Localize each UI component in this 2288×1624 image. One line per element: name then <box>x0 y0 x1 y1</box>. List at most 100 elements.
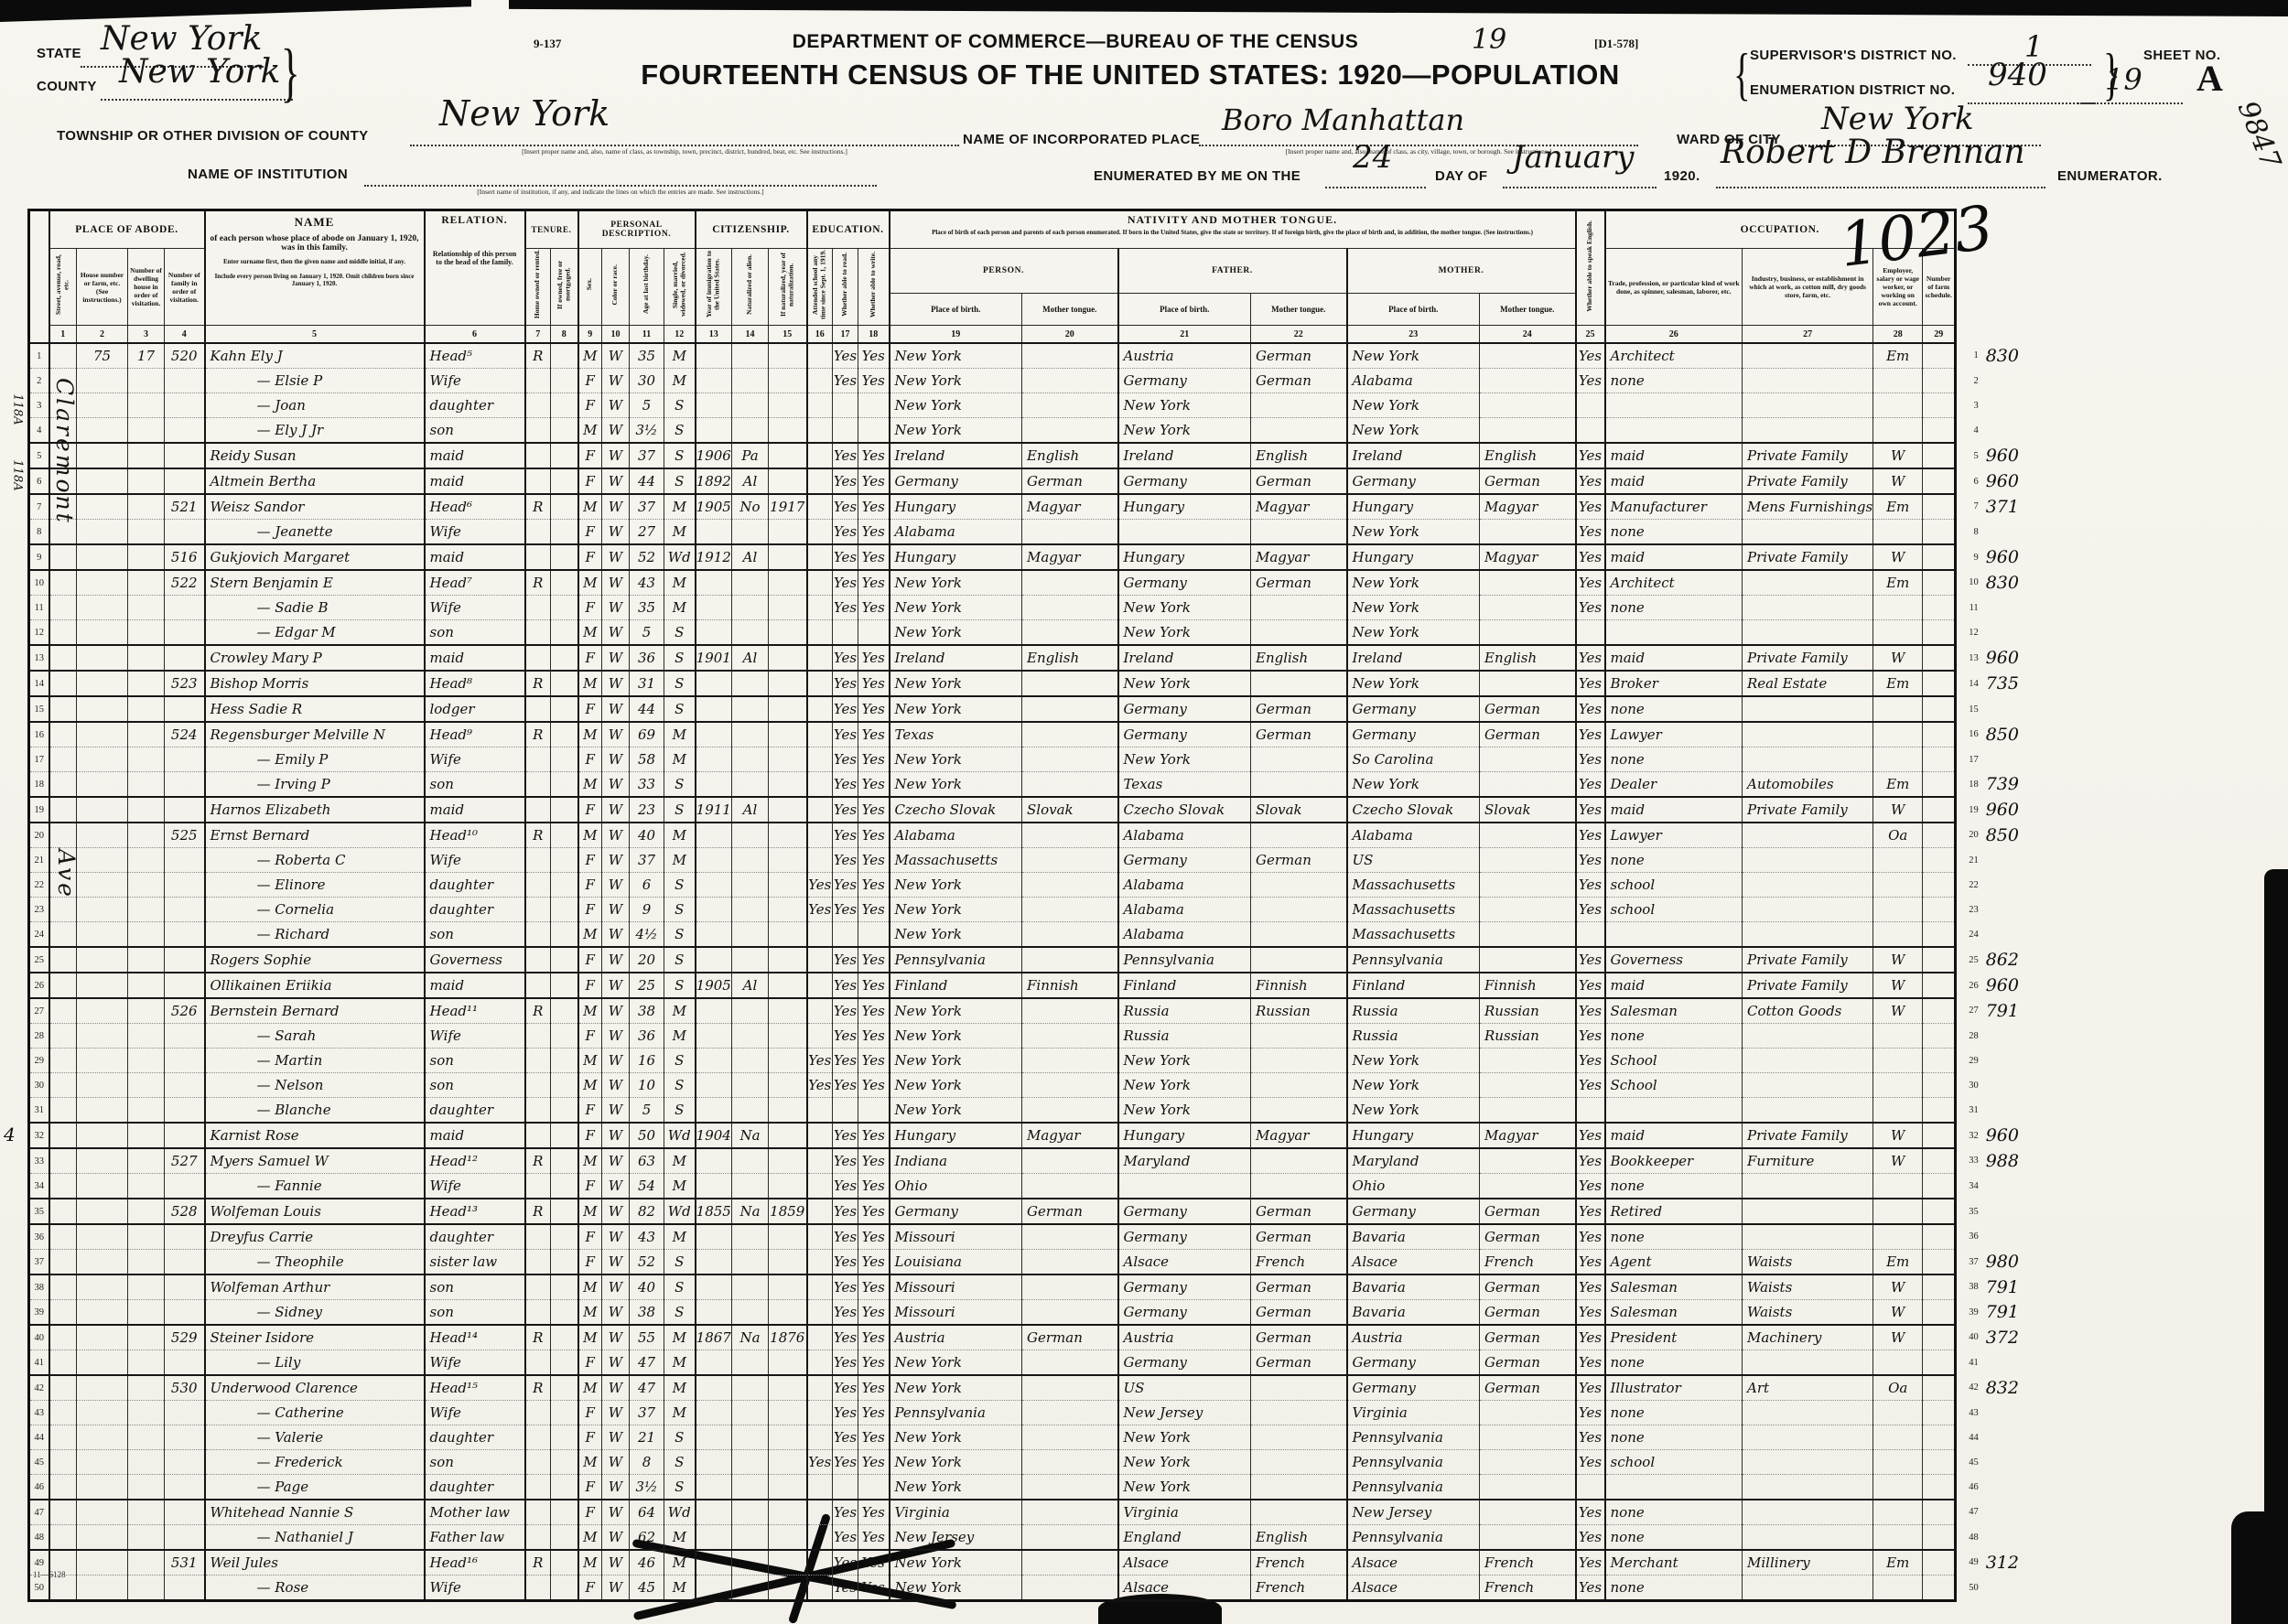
census-row: 41— Lily Wife F W 47 M Yes Yes New York Germany Ge… <box>27 1350 2032 1375</box>
cell-own <box>524 1249 551 1274</box>
cell-street <box>49 1350 77 1375</box>
cell-ind <box>1741 595 1874 620</box>
cell-num <box>1981 1401 2032 1425</box>
cell-natyr <box>768 822 808 848</box>
cell-house <box>76 1499 128 1525</box>
cell-ln1: 16 <box>27 721 50 747</box>
cell-fam <box>164 1350 206 1375</box>
cell-nat <box>731 1023 769 1049</box>
state-value: New York <box>101 20 263 58</box>
cell-num: 988 <box>1985 1150 2019 1171</box>
cell-mar: S <box>664 1425 696 1450</box>
census-row: 3— Joan daughter F W 5 S New York New York New Y… <box>27 393 2032 418</box>
cell-ind <box>1741 847 1874 873</box>
cell-ft <box>1250 595 1348 620</box>
cell-house <box>76 997 128 1024</box>
cell-pb: New York <box>889 897 1022 922</box>
cell-ft: Magyar <box>1250 1122 1348 1148</box>
column-able-to-read: Whether able to read. <box>832 248 858 326</box>
cell-nat <box>731 1400 769 1425</box>
cell-num <box>1981 1199 2032 1224</box>
cell-mt <box>1479 771 1577 797</box>
census-row: 33 527 Myers Samuel W Head¹² R M W 63 M Yes Yes Ind… <box>27 1147 2032 1174</box>
cell-pt <box>1021 1350 1119 1375</box>
cell-mar: M <box>664 1173 696 1199</box>
form-number: 9-137 <box>534 37 562 50</box>
cell-read: Yes <box>832 1147 858 1174</box>
cell-ind <box>1741 897 1874 922</box>
cell-pb: Ohio <box>889 1173 1022 1199</box>
cell-dw <box>127 822 165 848</box>
cell-sch <box>806 1549 833 1576</box>
cell-mt <box>1479 1474 1577 1500</box>
cell-occ: none <box>1604 747 1743 772</box>
cell-pt <box>1021 1274 1119 1300</box>
cell-occ: none <box>1604 368 1743 393</box>
cell-rel: daughter <box>424 1223 526 1250</box>
cell-nat <box>731 519 769 544</box>
cell-age: 45 <box>629 1575 664 1602</box>
cell-mb: Alabama <box>1346 822 1480 848</box>
cell-ft: French <box>1250 1549 1348 1576</box>
cell-ft <box>1250 771 1348 797</box>
department-title: DEPARTMENT OF COMMERCE—BUREAU OF THE CEN… <box>792 31 1359 52</box>
ward-label: WARD OF CITY <box>1677 132 1781 147</box>
day-of-label: DAY OF <box>1435 168 1488 184</box>
cell-read: Yes <box>832 519 858 544</box>
cell-race: W <box>601 1575 630 1602</box>
census-row: 9 516 Gukjovich Margaret maid F W 52 Wd 1912 Al Ye… <box>27 543 2032 570</box>
cell-sch <box>806 368 833 393</box>
cell-farm <box>1922 695 1958 722</box>
cell-farm <box>1922 1223 1958 1250</box>
column-house-number: House number or farm, etc. (See instruct… <box>76 248 128 326</box>
cell-house <box>76 595 128 620</box>
cell-name: — Sarah <box>204 1023 426 1049</box>
cell-farm <box>1922 1274 1958 1300</box>
cell-street <box>49 1072 77 1098</box>
cell-fam <box>164 695 206 722</box>
cell-ln2: 50 <box>1969 1583 1979 1593</box>
cell-ln2: 1 <box>1973 350 1979 361</box>
cell-natyr <box>768 417 808 443</box>
cell-mb: New York <box>1346 569 1480 596</box>
cell-rel: son <box>424 1449 526 1475</box>
cell-farm <box>1922 872 1958 898</box>
cell-street <box>49 1249 77 1274</box>
column-number: 26 <box>1604 325 1743 344</box>
cell-dw <box>127 1072 165 1098</box>
plate-code: [D1-578] <box>1594 37 1639 50</box>
cell-imm <box>695 1575 732 1602</box>
cell-race: W <box>601 1374 630 1401</box>
cell-ln2: 21 <box>1969 855 1979 866</box>
cell-emp: W <box>1872 644 1924 671</box>
cell-ft <box>1250 1425 1348 1450</box>
cell-house <box>76 1474 128 1500</box>
cell-ind <box>1741 1198 1874 1224</box>
cell-fb: Ireland <box>1117 644 1251 671</box>
cell-fb <box>1117 1173 1251 1199</box>
cell-nat <box>731 368 769 393</box>
cell-ft <box>1250 1374 1348 1401</box>
cell-ft: German <box>1250 1350 1348 1375</box>
cell-mar: S <box>664 1072 696 1098</box>
cell-ln2: 15 <box>1969 704 1979 715</box>
cell-sex: F <box>577 1474 602 1500</box>
cell-emp <box>1872 1072 1924 1098</box>
cell-own <box>524 1474 551 1500</box>
cell-mt <box>1479 897 1577 922</box>
cell-race: W <box>601 1072 630 1098</box>
cell-eng: Yes <box>1575 569 1606 596</box>
cell-race: W <box>601 1023 630 1049</box>
cell-num: 791 <box>1985 1302 2019 1323</box>
cell-occ: Lawyer <box>1604 822 1743 848</box>
cell-age: 30 <box>629 368 664 393</box>
cell-ln1: 45 <box>27 1449 50 1475</box>
cell-farm <box>1922 1198 1958 1224</box>
cell-ln1: 8 <box>27 519 50 544</box>
cell-mt <box>1479 1097 1577 1123</box>
cell-fb: Germany <box>1117 1223 1251 1250</box>
cell-ln2: 33 <box>1969 1156 1979 1167</box>
cell-write: Yes <box>858 493 890 520</box>
cell-mt: Russian <box>1479 997 1577 1024</box>
cell-sex: F <box>577 1223 602 1250</box>
